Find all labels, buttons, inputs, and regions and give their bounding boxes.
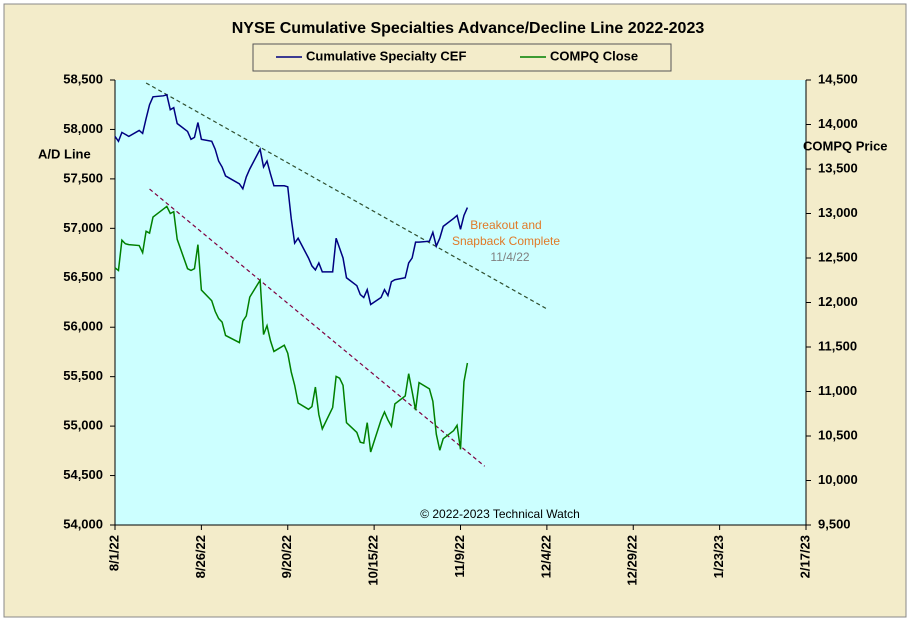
series-line — [114, 205, 469, 453]
y2-tick-label: 9,500 — [818, 516, 851, 531]
x-tick-label: 12/29/22 — [625, 535, 640, 586]
y2-tick-label: 14,000 — [818, 116, 858, 131]
y-tick-label: 54,000 — [63, 516, 103, 531]
x-tick-label: 11/9/22 — [452, 535, 467, 578]
y2-tick-label: 12,500 — [818, 249, 858, 264]
y-tick-label: 57,000 — [63, 220, 103, 235]
y-tick-label: 58,000 — [63, 121, 103, 136]
x-tick-label: 8/26/22 — [193, 535, 208, 578]
y2-tick-label: 10,500 — [818, 427, 858, 442]
chart-title: NYSE Cumulative Specialties Advance/Decl… — [232, 20, 705, 37]
y2-tick-label: 11,000 — [818, 383, 857, 398]
y2-tick-label: 11,500 — [818, 338, 857, 353]
series-line — [114, 93, 469, 306]
y2-tick-label: 14,500 — [818, 71, 858, 86]
y2-tick-label: 13,500 — [818, 160, 858, 175]
x-tick-label: 1/23/23 — [711, 535, 726, 578]
x-tick-label: 9/20/22 — [279, 535, 294, 578]
legend-label: Cumulative Specialty CEF — [306, 48, 466, 63]
y-axis-label: A/D Line — [38, 146, 91, 161]
plot-area — [115, 80, 806, 525]
y-tick-label: 55,000 — [63, 418, 103, 433]
annotation: Breakout and — [470, 218, 541, 232]
trendline — [149, 188, 486, 467]
x-tick-label: 8/1/22 — [106, 535, 121, 571]
x-tick-label: 2/17/23 — [797, 535, 812, 578]
y2-axis-label: COMPQ Price — [803, 138, 888, 153]
x-tick-label: 10/15/22 — [366, 535, 381, 586]
annotation: Snapback Complete — [452, 234, 560, 248]
y-tick-label: 56,500 — [63, 269, 103, 284]
y-tick-label: 56,000 — [63, 319, 103, 334]
y2-tick-label: 13,000 — [818, 205, 858, 220]
annotation-date: 11/4/22 — [490, 250, 529, 264]
y-tick-label: 57,500 — [63, 170, 103, 185]
y-tick-label: 54,500 — [63, 467, 103, 482]
x-tick-label: 12/4/22 — [538, 535, 553, 578]
y-tick-label: 55,500 — [63, 368, 103, 383]
copyright: © 2022-2023 Technical Watch — [420, 507, 580, 521]
legend-label: COMPQ Close — [550, 48, 638, 63]
y-tick-label: 58,500 — [63, 71, 103, 86]
y2-tick-label: 12,000 — [818, 294, 858, 309]
legend-box — [252, 43, 672, 72]
y2-tick-label: 10,000 — [818, 472, 858, 487]
